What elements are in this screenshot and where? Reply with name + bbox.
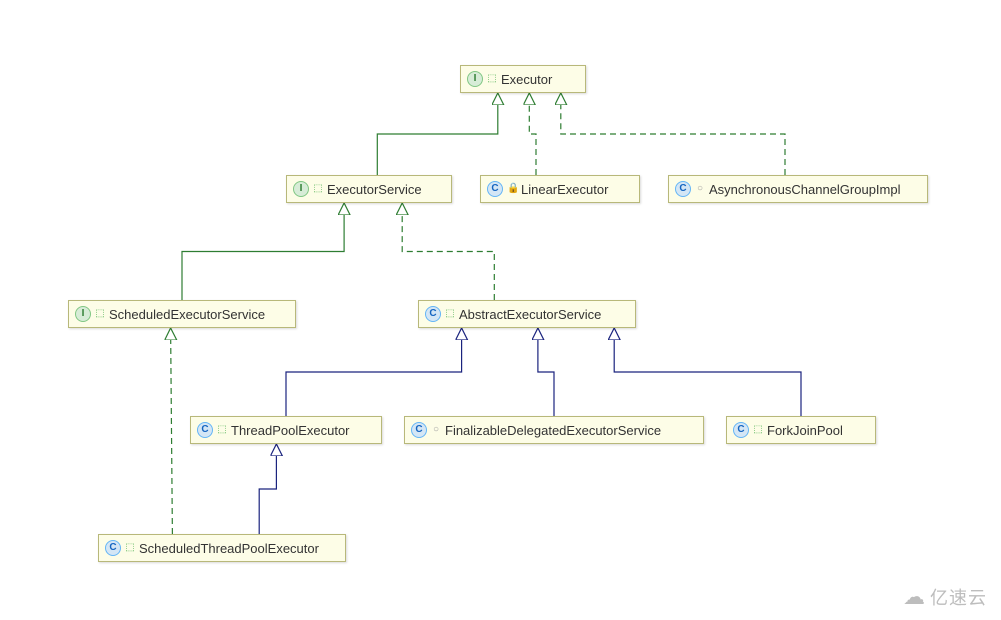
uml-node-ScheduledExecutorService: I ⬚ ScheduledExecutorService <box>68 300 296 328</box>
uml-node-AbstractExecutorService: C ⬚ AbstractExecutorService <box>418 300 636 328</box>
edge <box>614 328 801 416</box>
visibility-icon: ⬚ <box>125 543 135 553</box>
interface-icon: I <box>293 181 309 197</box>
edge <box>402 203 494 300</box>
visibility-icon: ⬚ <box>487 74 497 84</box>
visibility-icon: ⬚ <box>95 309 105 319</box>
uml-node-LinearExecutor: C 🔒 LinearExecutor <box>480 175 640 203</box>
uml-node-FinalizableDelegatedExecutorService: C ○ FinalizableDelegatedExecutorService <box>404 416 704 444</box>
edge <box>377 93 498 175</box>
node-label: ThreadPoolExecutor <box>231 423 350 438</box>
class-icon: C <box>197 422 213 438</box>
node-label: ExecutorService <box>327 182 422 197</box>
node-label: ForkJoinPool <box>767 423 843 438</box>
uml-node-ExecutorService: I ⬚ ExecutorService <box>286 175 452 203</box>
interface-icon: I <box>467 71 483 87</box>
visibility-icon: ⬚ <box>753 425 763 435</box>
node-label: FinalizableDelegatedExecutorService <box>445 423 661 438</box>
visibility-icon: ⬚ <box>217 425 227 435</box>
visibility-icon: 🔒 <box>507 184 517 194</box>
class-icon: C <box>105 540 121 556</box>
edge <box>529 93 536 175</box>
node-label: AbstractExecutorService <box>459 307 601 322</box>
edge <box>182 203 344 300</box>
uml-node-ScheduledThreadPoolExecutor: C ⬚ ScheduledThreadPoolExecutor <box>98 534 346 562</box>
watermark-text: 亿速云 <box>930 584 987 610</box>
node-label: LinearExecutor <box>521 182 608 197</box>
uml-node-AsynchronousChannelGroupImpl: C ○ AsynchronousChannelGroupImpl <box>668 175 928 203</box>
edge <box>259 444 276 534</box>
visibility-icon: ○ <box>695 184 705 194</box>
watermark: ☁ 亿速云 <box>903 584 987 610</box>
edge <box>538 328 554 416</box>
visibility-icon: ⬚ <box>445 309 455 319</box>
uml-node-ForkJoinPool: C ⬚ ForkJoinPool <box>726 416 876 444</box>
cloud-icon: ☁ <box>903 584 926 610</box>
node-label: ScheduledExecutorService <box>109 307 265 322</box>
visibility-icon: ⬚ <box>313 184 323 194</box>
class-icon: C <box>733 422 749 438</box>
node-label: Executor <box>501 72 552 87</box>
node-label: ScheduledThreadPoolExecutor <box>139 541 319 556</box>
node-label: AsynchronousChannelGroupImpl <box>709 182 901 197</box>
class-icon: C <box>411 422 427 438</box>
class-icon: C <box>675 181 691 197</box>
edge <box>561 93 785 175</box>
class-icon: C <box>487 181 503 197</box>
visibility-icon: ○ <box>431 425 441 435</box>
class-icon: C <box>425 306 441 322</box>
interface-icon: I <box>75 306 91 322</box>
uml-node-ThreadPoolExecutor: C ⬚ ThreadPoolExecutor <box>190 416 382 444</box>
uml-node-Executor: I ⬚ Executor <box>460 65 586 93</box>
edge <box>286 328 462 416</box>
edge <box>171 328 173 534</box>
